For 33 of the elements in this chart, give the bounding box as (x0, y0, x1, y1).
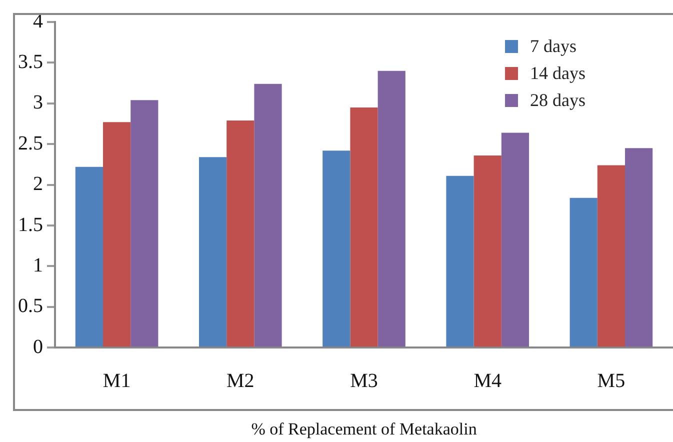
bar (597, 165, 625, 347)
legend-label: 28 days (530, 90, 586, 110)
bar (198, 157, 227, 347)
y-tick-label: 1 (33, 254, 43, 276)
x-tick-label: M5 (597, 370, 626, 392)
bar (446, 176, 474, 347)
bar (75, 166, 103, 347)
y-tick-label: 0 (33, 336, 43, 358)
y-tick-label: 4 (33, 10, 43, 32)
bar (226, 120, 254, 347)
y-tick-label: 2.5 (18, 132, 43, 154)
y-tick-label: 1.5 (18, 214, 43, 236)
bar (322, 150, 350, 347)
bar (501, 132, 530, 347)
legend-label: 14 days (530, 63, 586, 83)
bar (625, 148, 653, 347)
bar (570, 198, 598, 347)
x-tick-label: M3 (350, 370, 378, 392)
bar (378, 70, 406, 347)
bar (474, 155, 502, 347)
bar (130, 100, 158, 347)
y-tick-label: 3.5 (18, 50, 43, 73)
bar (103, 122, 131, 347)
x-axis-title: % of Replacement of Metakaolin (251, 419, 478, 438)
y-tick-label: 2 (33, 173, 43, 196)
bar (254, 84, 282, 347)
bar (350, 107, 378, 347)
x-tick-label: M1 (102, 370, 131, 392)
y-tick-label: 3 (33, 92, 43, 114)
x-tick-label: M2 (226, 370, 254, 392)
y-tick-label: 0.5 (18, 295, 43, 318)
legend-label: 7 days (530, 36, 576, 56)
x-tick-label: M4 (474, 370, 502, 392)
